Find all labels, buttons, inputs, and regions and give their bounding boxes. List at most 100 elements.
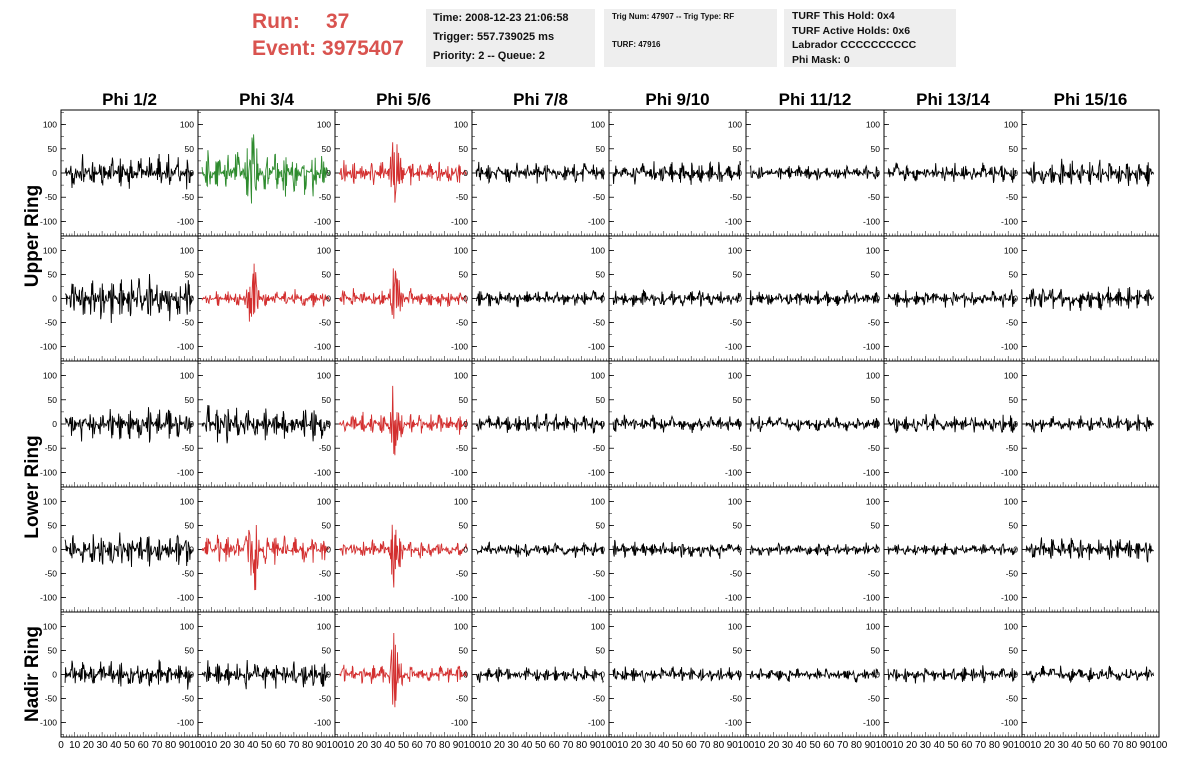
- y-tick-label: -100: [40, 467, 57, 477]
- y-tick-label: 0: [52, 168, 57, 178]
- y-tick-label: 0: [326, 670, 331, 680]
- x-tick-label: 10: [480, 740, 492, 751]
- y-tick-label: -50: [730, 569, 743, 579]
- y-tick-label: 50: [459, 144, 469, 154]
- y-tick-label: -50: [1006, 443, 1019, 453]
- trig-info-panel: Trig Num: 47907 -- Trig Type: RF TURF: 4…: [604, 9, 777, 67]
- y-tick-label: -100: [588, 467, 605, 477]
- y-tick-label: 100: [866, 621, 880, 631]
- x-tick-label: 30: [645, 740, 657, 751]
- y-tick-label: -50: [730, 318, 743, 328]
- y-tick-label: 50: [1009, 395, 1019, 405]
- y-tick-label: 0: [875, 670, 880, 680]
- waveform-line: [887, 289, 1017, 308]
- y-tick-label: 100: [866, 371, 880, 381]
- y-tick-label: -100: [863, 216, 880, 226]
- x-tick-label: 20: [906, 740, 918, 751]
- y-tick-label: -100: [451, 342, 468, 352]
- waveform-line: [338, 142, 467, 203]
- x-tick-label: 30: [920, 740, 932, 751]
- waveform-line: [1025, 537, 1154, 563]
- waveform-line: [612, 289, 741, 307]
- waveform-line: [1025, 286, 1154, 311]
- x-tick-label: 100: [876, 740, 893, 751]
- y-tick-label: -100: [451, 467, 468, 477]
- y-tick-label: -50: [1006, 694, 1019, 704]
- y-tick-label: 100: [43, 245, 57, 255]
- y-tick-label: -50: [45, 569, 58, 579]
- y-tick-label: 100: [454, 621, 468, 631]
- y-tick-label: 50: [733, 520, 743, 530]
- y-tick-label: 0: [737, 545, 742, 555]
- y-tick-label: 0: [326, 545, 331, 555]
- y-tick-label: -100: [588, 718, 605, 728]
- y-tick-label: 100: [317, 245, 331, 255]
- waveform-line: [612, 666, 741, 684]
- y-tick-label: -100: [177, 593, 194, 603]
- column-title: Phi 3/4: [239, 90, 294, 109]
- ring-title: Lower Ring: [22, 435, 43, 538]
- y-tick-label: -100: [314, 593, 331, 603]
- y-tick-label: -100: [588, 216, 605, 226]
- column-title: Phi 9/10: [645, 90, 709, 109]
- y-tick-label: 50: [596, 645, 606, 655]
- y-tick-label: -50: [456, 318, 469, 328]
- y-tick-label: 50: [185, 144, 195, 154]
- y-tick-label: 100: [43, 120, 57, 130]
- y-tick-label: -100: [1001, 718, 1018, 728]
- y-tick-label: -50: [730, 192, 743, 202]
- y-tick-label: -50: [182, 694, 195, 704]
- y-tick-label: 50: [322, 645, 332, 655]
- y-tick-label: -50: [456, 192, 469, 202]
- waveform-line: [475, 413, 604, 434]
- waveform-line: [64, 407, 193, 443]
- x-tick-label: 70: [1112, 740, 1124, 751]
- x-tick-label: 30: [782, 740, 794, 751]
- x-tick-label: 80: [165, 740, 177, 751]
- y-tick-label: 50: [733, 269, 743, 279]
- y-tick-label: -50: [1006, 192, 1019, 202]
- y-tick-label: -50: [319, 443, 332, 453]
- turf-text: TURF: 47916: [612, 40, 661, 49]
- x-tick-label: 10: [206, 740, 218, 751]
- y-tick-label: 0: [1013, 545, 1018, 555]
- y-tick-label: -50: [182, 569, 195, 579]
- y-tick-label: -100: [1001, 593, 1018, 603]
- y-tick-label: -50: [593, 443, 606, 453]
- y-tick-label: 50: [733, 144, 743, 154]
- y-tick-label: -50: [868, 192, 881, 202]
- x-tick-label: 40: [658, 740, 670, 751]
- x-tick-label: 80: [439, 740, 451, 751]
- y-tick-label: 0: [326, 419, 331, 429]
- ring-title: Upper Ring: [22, 185, 43, 287]
- waveform-line: [749, 289, 879, 307]
- y-tick-label: -50: [182, 192, 195, 202]
- y-tick-label: 0: [189, 294, 194, 304]
- x-tick-label: 50: [535, 740, 547, 751]
- y-tick-label: -100: [725, 593, 742, 603]
- y-tick-label: -100: [451, 216, 468, 226]
- column-title: Phi 1/2: [102, 90, 157, 109]
- y-tick-label: 50: [322, 144, 332, 154]
- y-tick-label: -50: [319, 569, 332, 579]
- x-tick-label: 30: [1058, 740, 1070, 751]
- y-tick-label: 0: [875, 419, 880, 429]
- y-tick-label: 100: [454, 371, 468, 381]
- y-tick-label: 100: [866, 245, 880, 255]
- x-tick-label: 80: [302, 740, 314, 751]
- y-tick-label: -100: [1001, 216, 1018, 226]
- x-tick-label: 20: [83, 740, 95, 751]
- y-tick-label: 0: [463, 545, 468, 555]
- y-tick-label: 50: [185, 645, 195, 655]
- x-tick-label: 90: [453, 740, 465, 751]
- waveform-line: [1025, 158, 1154, 187]
- run-event-box: Run: 37 Event: 3975407: [252, 8, 422, 68]
- y-tick-label: -100: [314, 342, 331, 352]
- waveform-line: [338, 268, 467, 319]
- x-tick-label: 70: [699, 740, 711, 751]
- y-tick-label: 50: [733, 645, 743, 655]
- y-tick-label: 100: [180, 496, 194, 506]
- y-tick-label: -50: [45, 318, 58, 328]
- x-tick-label: 40: [934, 740, 946, 751]
- x-tick-label: 20: [768, 740, 780, 751]
